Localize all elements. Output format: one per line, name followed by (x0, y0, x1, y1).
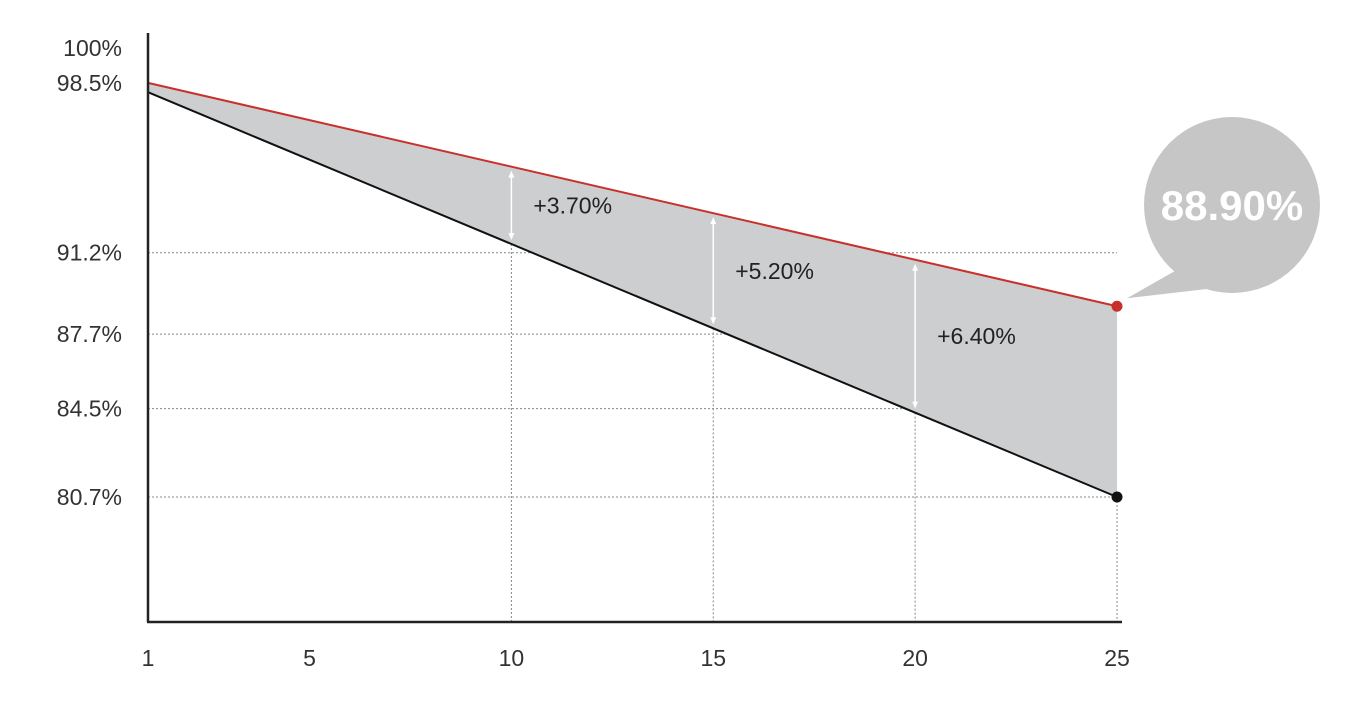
x-tick-label-4: 20 (902, 645, 928, 671)
y-tick-label-5: 80.7% (57, 484, 122, 510)
y-tick-label-1: 98.5% (57, 70, 122, 96)
callout-pointer (1127, 267, 1224, 299)
y-tick-label-4: 84.5% (57, 396, 122, 422)
gap-arrow-head-up (912, 263, 919, 271)
gap-labels: +3.70% +5.20% +6.40% (533, 192, 1015, 349)
y-tick-label-2: 91.2% (57, 240, 122, 266)
series-end-marker-0 (1111, 300, 1123, 312)
y-tick-label-0: 100% (63, 35, 122, 61)
x-tick-label-2: 10 (499, 645, 525, 671)
x-tick-label-0: 1 (142, 645, 155, 671)
series-lines (147, 81, 1123, 503)
series-end-marker-1 (1111, 491, 1123, 503)
gap-arrow-head-down (508, 233, 515, 241)
gap-arrow-2 (912, 263, 919, 409)
y-tick-labels: 100% 98.5% 91.2% 87.7% 84.5% 80.7% (57, 35, 122, 510)
gap-arrow-0 (508, 170, 515, 241)
gap-arrow-head-down (912, 401, 919, 409)
gap-area-fill (148, 82, 1117, 498)
gap-label-0: +3.70% (533, 192, 612, 218)
x-tick-labels: 1 5 10 15 20 25 (142, 645, 1130, 671)
callout-circle (1144, 117, 1320, 293)
gap-arrow-head-up (710, 217, 717, 225)
y-tick-label-3: 87.7% (57, 321, 122, 347)
gap-label-2: +6.40% (937, 323, 1016, 349)
callout-value: 88.90% (1161, 182, 1303, 229)
x-tick-label-1: 5 (303, 645, 316, 671)
x-tick-label-3: 15 (700, 645, 726, 671)
axes (146, 33, 1122, 624)
callout-bubble: 88.90% (1127, 117, 1320, 299)
gap-arrow-head-up (508, 170, 515, 178)
series-line-0 (147, 81, 1118, 308)
gap-arrow-head-down (710, 317, 717, 325)
gap-arrow-1 (710, 217, 717, 325)
gap-arrows (508, 170, 919, 409)
x-tick-label-5: 25 (1104, 645, 1130, 671)
series-line-1 (147, 91, 1118, 498)
gap-label-1: +5.20% (735, 258, 814, 284)
